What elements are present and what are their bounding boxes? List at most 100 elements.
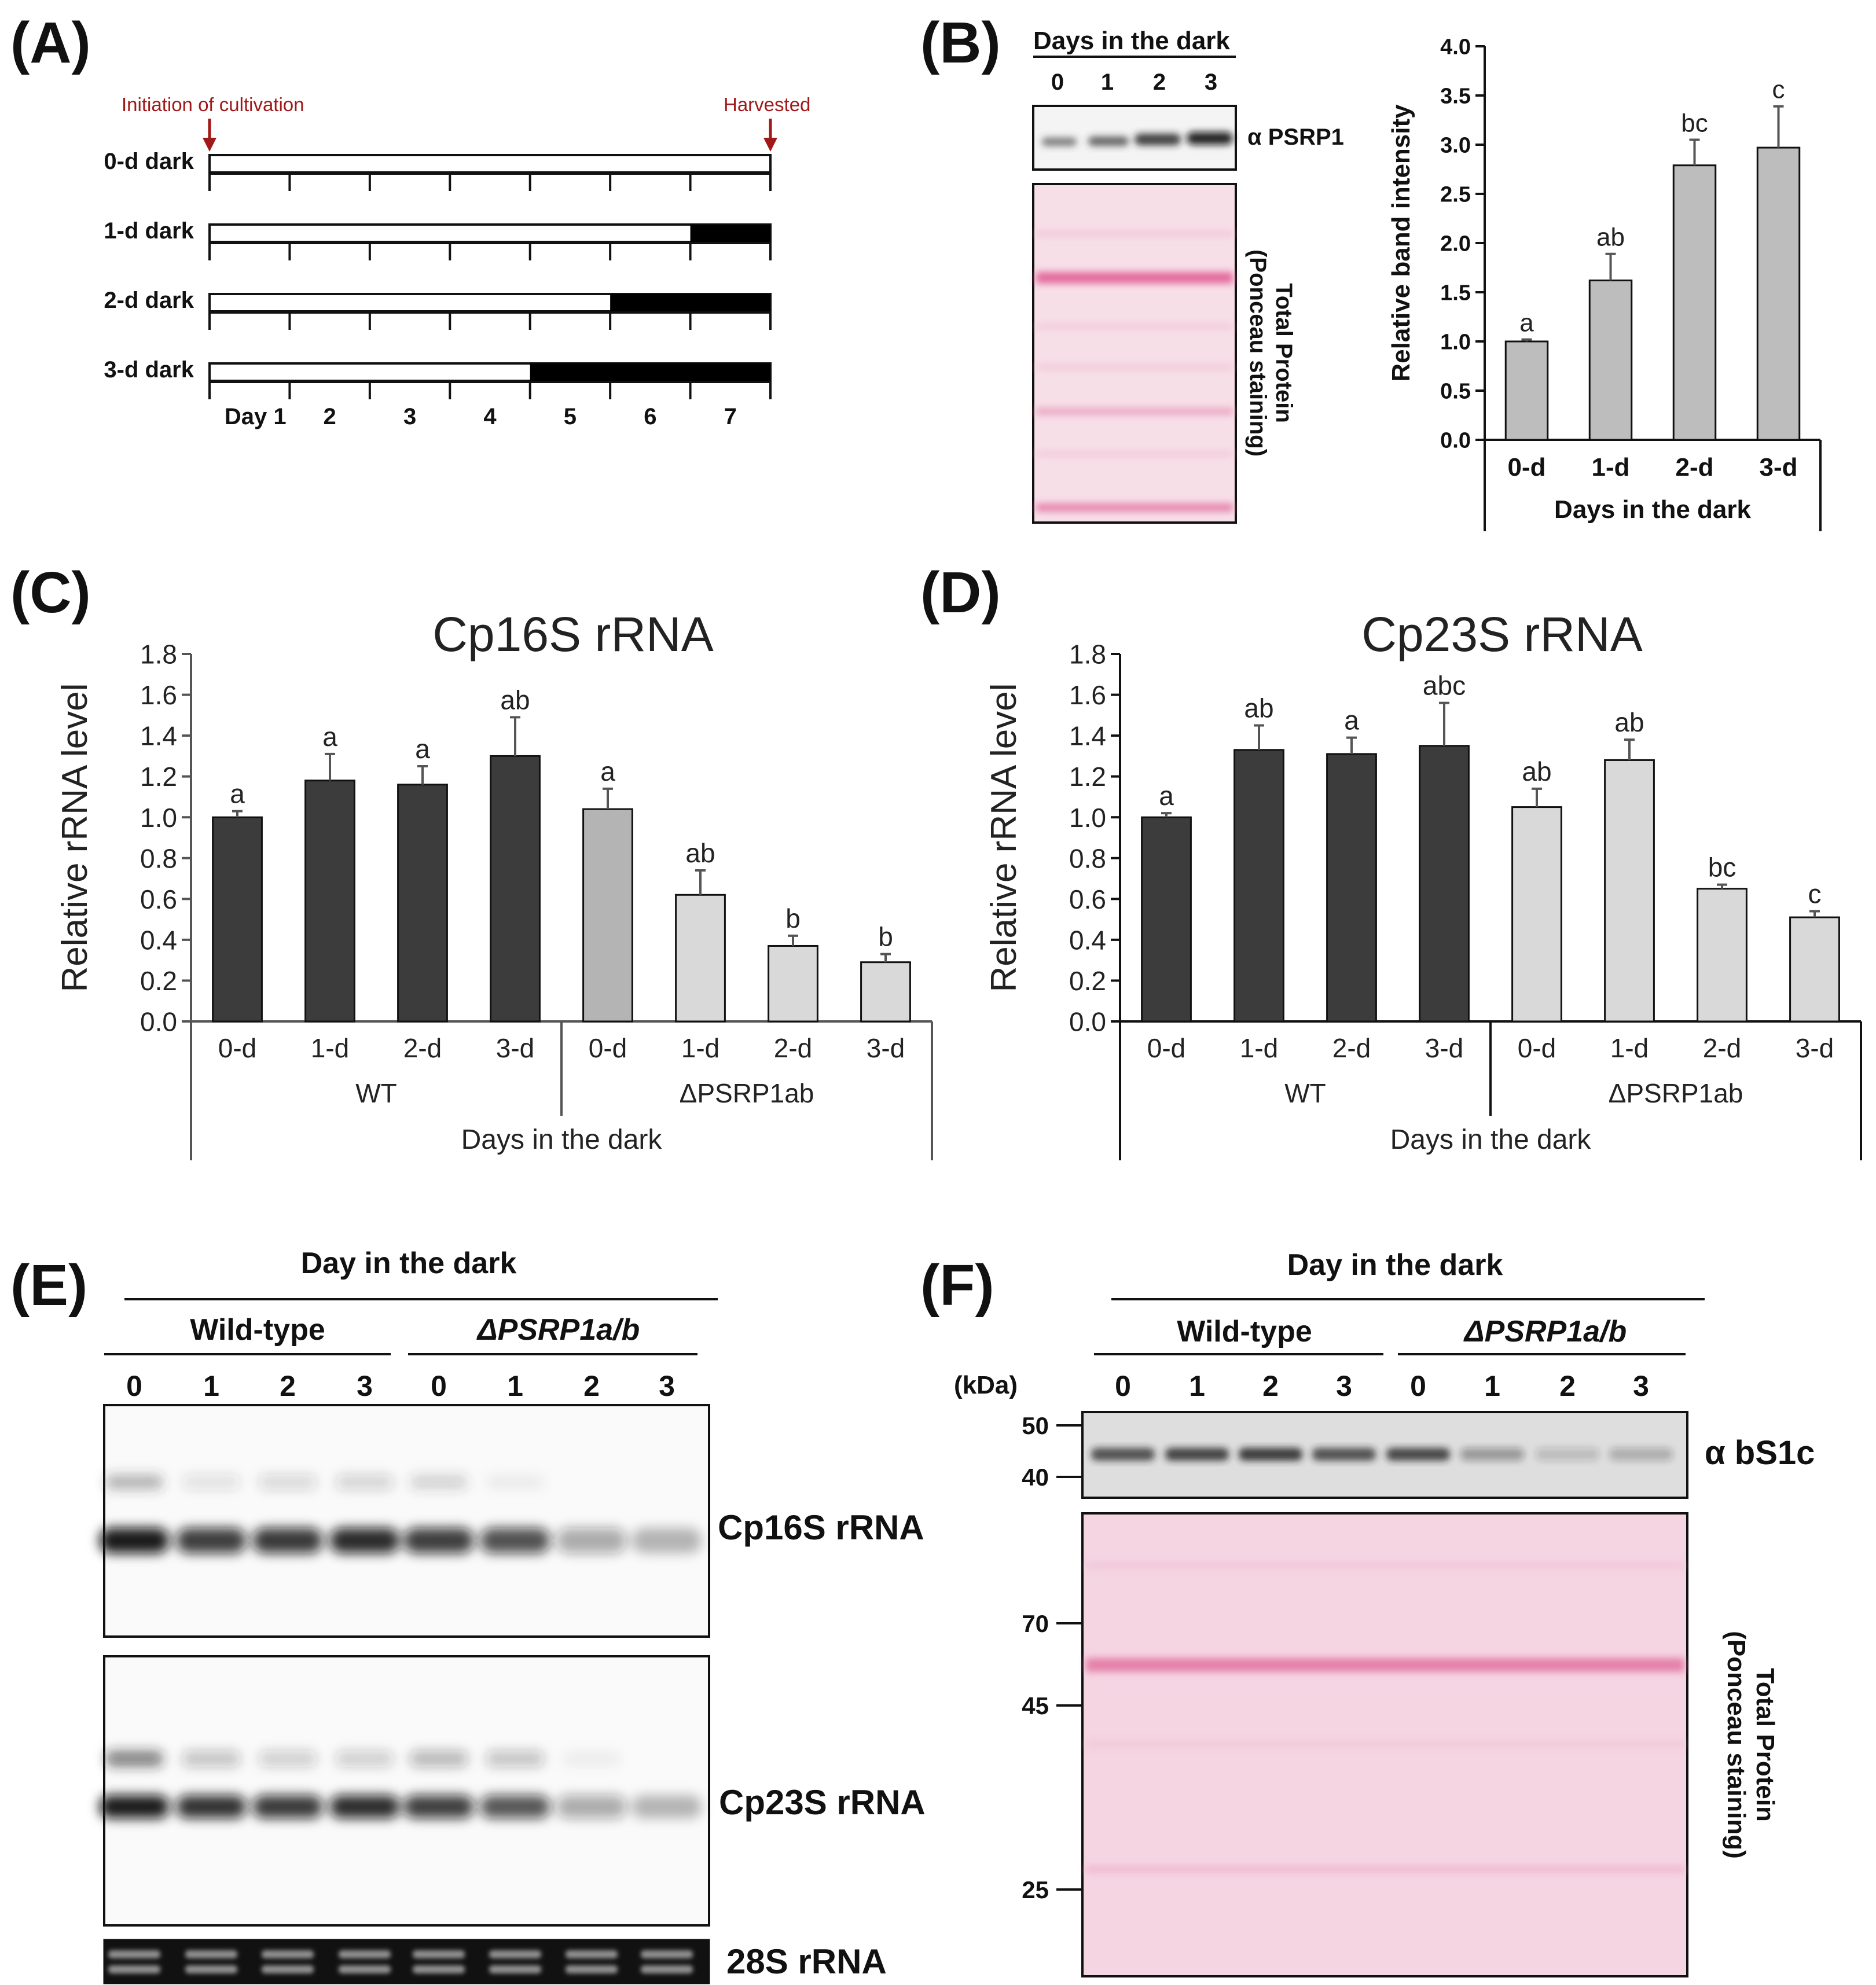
x-tick-label: 1-d <box>1610 1033 1649 1063</box>
svg-text:25: 25 <box>1022 1876 1049 1903</box>
bar <box>1419 745 1470 1023</box>
panel-b-label: (B) <box>920 10 1001 75</box>
x-tick-label: 2-d <box>1676 453 1714 481</box>
y-tick-label: 1.4 <box>1069 721 1106 751</box>
lane-label: 0 <box>431 1370 447 1402</box>
svg-text:45: 45 <box>1022 1692 1049 1719</box>
significance-label: a <box>230 779 245 809</box>
y-axis-label: Relative rRNA level <box>55 683 95 992</box>
significance-label: a <box>1344 705 1359 736</box>
significance-label: a <box>322 722 337 752</box>
significance-label: a <box>1159 781 1174 811</box>
y-tick-label: 4.0 <box>1440 35 1471 60</box>
x-tick-label: 2-d <box>403 1033 442 1063</box>
lane-label: 3 <box>659 1370 675 1402</box>
blot-f-group2: ΔPSRP1a/b <box>1463 1315 1627 1348</box>
y-tick-label: 1.8 <box>1069 639 1106 670</box>
bar <box>860 961 911 1023</box>
chart-title: Cp16S rRNA <box>432 607 714 661</box>
x-tick-label: 0-d <box>589 1033 627 1063</box>
blot-e-group2: ΔPSRP1a/b <box>476 1313 640 1347</box>
svg-text:50: 50 <box>1022 1412 1049 1439</box>
ponceau-f-label-line1: Total Protein <box>1751 1668 1779 1822</box>
significance-label: b <box>878 922 893 952</box>
harvested-label: Harvested <box>724 94 810 115</box>
y-tick-label: 1.0 <box>1069 803 1106 833</box>
lane-label: 3 <box>1336 1370 1352 1402</box>
lane-label: 2 <box>1153 69 1166 95</box>
x-tick-label: 0-d <box>1508 453 1546 481</box>
lane-label: 0 <box>1115 1370 1131 1402</box>
marker-70: 70 <box>1022 1610 1082 1637</box>
lane-label: 2 <box>1559 1370 1576 1402</box>
x-tick-label: 0-d <box>218 1033 256 1063</box>
marker-50: 50 <box>1022 1412 1082 1439</box>
timeline-row-label: 1-d dark <box>104 218 194 244</box>
y-tick-label: 0.0 <box>140 1007 177 1037</box>
dark-period-bar <box>530 363 770 381</box>
x-axis-label: Days in the dark <box>1554 495 1751 524</box>
panel-d-label: (D) <box>920 560 1001 625</box>
panel-f-label: (F) <box>920 1253 994 1318</box>
x-axis-label: Days in the dark <box>461 1124 663 1155</box>
svg-text:40: 40 <box>1022 1464 1049 1491</box>
ponceau-blot-b <box>1032 183 1237 524</box>
y-tick-label: 2.0 <box>1440 232 1471 256</box>
28s-gel-strip <box>103 1939 710 1984</box>
ponceau-f-label-line2: (Ponceau staining) <box>1722 1631 1750 1859</box>
marker-25: 25 <box>1022 1876 1082 1903</box>
y-tick-label: 0.5 <box>1440 380 1471 404</box>
y-tick-label: 0.4 <box>140 925 177 955</box>
blot-e-lane-labels: 0 1 2 3 0 1 2 3 <box>126 1370 675 1402</box>
significance-label: ab <box>1614 707 1644 737</box>
lane-label: 1 <box>1484 1370 1500 1402</box>
panel-a-label: (A) <box>10 10 91 75</box>
x-tick-label: 0-d <box>1147 1033 1185 1063</box>
x-tick-label: 1-d <box>311 1033 349 1063</box>
bar <box>1504 340 1549 441</box>
significance-label: bc <box>1681 109 1708 138</box>
significance-label: abc <box>1423 671 1466 701</box>
significance-label: bc <box>1708 852 1737 883</box>
x-tick-label: 2-d <box>1703 1033 1741 1063</box>
timeline-row: 2-d dark <box>104 288 772 330</box>
timeline-row-label: 0-d dark <box>104 149 194 174</box>
y-tick-label: 0.0 <box>1069 1007 1106 1037</box>
dark-period-bar <box>690 225 770 242</box>
ponceau-blot-f <box>1081 1512 1688 1977</box>
day-label: 6 <box>644 404 656 429</box>
blot-e-header: Day in the dark <box>301 1247 517 1280</box>
y-axis-label: Relative band intensity <box>1387 104 1415 382</box>
day-label: 7 <box>724 404 737 429</box>
bar <box>304 780 355 1023</box>
significance-label: a <box>415 734 430 764</box>
significance-label: ab <box>1596 223 1625 252</box>
light-period-bar <box>208 223 772 243</box>
y-tick-label: 1.8 <box>140 639 177 670</box>
x-tick-label: 3-d <box>1425 1033 1463 1063</box>
day-labels: Day 1 2 3 4 5 6 7 <box>225 404 737 429</box>
panel-c-label: (C) <box>10 560 91 625</box>
bar <box>1511 806 1562 1023</box>
panel-f: (F) Day in the dark Wild-type ΔPSRP1a/b … <box>920 1248 1815 1977</box>
bar <box>1789 916 1840 1023</box>
timeline-rows: 0-d dark 1-d dark 2-d dark 3-d dark <box>104 149 772 399</box>
timeline-row: 3-d dark <box>104 357 772 399</box>
significance-label: ab <box>685 838 715 868</box>
ponceau-b-label-line1: Total Protein <box>1271 283 1297 422</box>
bar <box>768 944 818 1023</box>
bar <box>1588 280 1633 441</box>
bar <box>1233 749 1284 1023</box>
lane-label: 1 <box>1101 69 1114 95</box>
dark-period-bar <box>610 294 770 311</box>
y-tick-label: 0.2 <box>1069 966 1106 996</box>
significance-label: b <box>785 903 801 933</box>
x-tick-label: 0-d <box>1518 1033 1556 1063</box>
x-tick-label: 3-d <box>1760 453 1798 481</box>
bar <box>1672 164 1717 441</box>
blot-b-header: Days in the dark <box>1033 27 1230 55</box>
bar <box>212 816 263 1023</box>
significance-label: ab <box>1522 756 1551 786</box>
day-label: 2 <box>324 404 336 429</box>
group-label: ΔPSRP1ab <box>1609 1078 1743 1108</box>
